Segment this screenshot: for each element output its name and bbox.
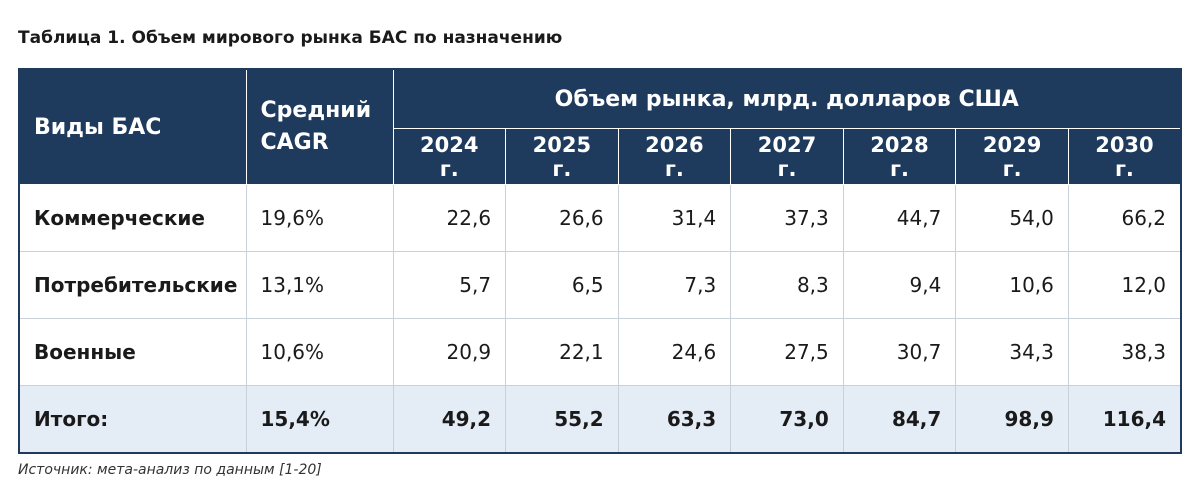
year-header: 2027 г. xyxy=(730,128,844,185)
table-cell: 44,7 xyxy=(842,184,957,252)
total-cell: Итого: xyxy=(18,385,247,454)
table-cell: 10,6% xyxy=(245,318,394,386)
table-cell: 34,3 xyxy=(955,318,1069,386)
table-cell: 9,4 xyxy=(842,251,957,319)
table-cell: 37,3 xyxy=(730,184,844,252)
table-row: Коммерческие 19,6% 22,6 26,6 31,4 37,3 44,7 54,… xyxy=(18,184,1182,252)
table-cell: 20,9 xyxy=(392,318,507,386)
data-table: Виды БАС Средний CAGR Объем рынка, млрд. д… xyxy=(18,68,1182,454)
total-cell: 49,2 xyxy=(392,385,507,454)
header-cell: Объем рынка, млрд. долларов США xyxy=(392,68,1182,129)
table-cell: 38,3 xyxy=(1067,318,1182,386)
table-cell: 27,5 xyxy=(730,318,844,386)
year-header: 2029 г. xyxy=(955,128,1069,185)
table-row: Военные 10,6% 20,9 22,1 24,6 27,5 30,7 34,3 38,3 xyxy=(18,318,1182,386)
table-cell: 26,6 xyxy=(505,184,619,252)
total-cell: 63,3 xyxy=(617,385,732,454)
table-cell: 24,6 xyxy=(617,318,732,386)
table-cell: 22,6 xyxy=(392,184,507,252)
table-cell: 31,4 xyxy=(617,184,732,252)
total-cell: 116,4 xyxy=(1067,385,1182,454)
table-row: Потребительские 13,1% 5,7 6,5 7,3 8,3 9,4 10,6 1… xyxy=(18,251,1182,319)
table-cell: 22,1 xyxy=(505,318,619,386)
total-cell: 15,4% xyxy=(245,385,394,454)
table-title: Таблица 1. Объем мирового рынка БАС по н… xyxy=(18,28,563,48)
year-header: 2025 г. xyxy=(505,128,619,185)
table-cell: Военные xyxy=(18,318,247,386)
source-note: Источник: мета-анализ по данным [1-20] xyxy=(18,462,322,478)
total-cell: 84,7 xyxy=(842,385,957,454)
table-cell: Потребительские xyxy=(18,251,247,319)
year-header: 2024 г. xyxy=(392,128,507,185)
table-cell: 66,2 xyxy=(1067,184,1182,252)
table-cell: 8,3 xyxy=(730,251,844,319)
header-cell: Виды БАС xyxy=(18,68,247,185)
header-cell: Средний CAGR xyxy=(245,68,394,185)
table-cell: 30,7 xyxy=(842,318,957,386)
table-cell: 7,3 xyxy=(617,251,732,319)
table-cell: 10,6 xyxy=(955,251,1069,319)
total-cell: 55,2 xyxy=(505,385,619,454)
year-header: 2026 г. xyxy=(617,128,732,185)
table-cell: 19,6% xyxy=(245,184,394,252)
header-row: Виды БАС Средний CAGR Объем рынка, млрд. д… xyxy=(18,68,1182,185)
total-row: Итого: 15,4% 49,2 55,2 63,3 73,0 84,7 98,9 116,4 xyxy=(18,385,1182,454)
table-cell: 6,5 xyxy=(505,251,619,319)
table-cell: Коммерческие xyxy=(18,184,247,252)
year-header: 2030 г. xyxy=(1067,128,1182,185)
total-cell: 98,9 xyxy=(955,385,1069,454)
table-cell: 54,0 xyxy=(955,184,1069,252)
table-cell: 5,7 xyxy=(392,251,507,319)
header-row: 2024 г. 2025 г. 2026 г. 2027 г. 2028 г. 2029 … xyxy=(19,128,1182,185)
table-cell: 13,1% xyxy=(245,251,394,319)
year-header: 2028 г. xyxy=(842,128,957,185)
table-cell: 12,0 xyxy=(1067,251,1182,319)
total-cell: 73,0 xyxy=(730,385,844,454)
